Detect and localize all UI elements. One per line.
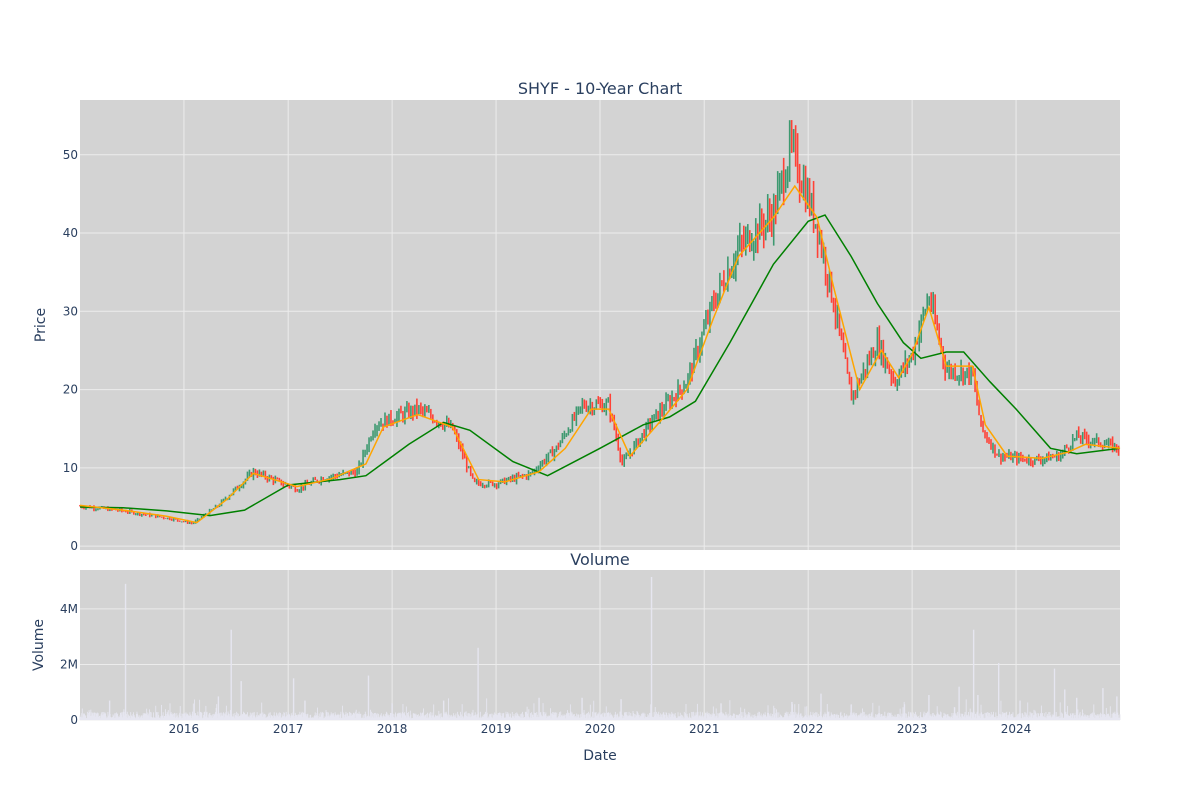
volume-x-ticks: 2016 2017 2018 2019 2020 2021 2022 2023 2024 xyxy=(169,722,1032,736)
price-chart-title: SHYF - 10-Year Chart xyxy=(518,79,682,98)
price-y-tick-label: 20 xyxy=(63,383,78,397)
price-y-tick-label: 0 xyxy=(70,539,78,553)
price-y-tick-label: 10 xyxy=(63,461,78,475)
x-tick-label: 2020 xyxy=(585,722,616,736)
x-tick-label: 2018 xyxy=(377,722,408,736)
x-tick-label: 2023 xyxy=(897,722,928,736)
price-y-tick-label: 40 xyxy=(63,226,78,240)
x-tick-label: 2022 xyxy=(793,722,824,736)
x-tick-label: 2021 xyxy=(689,722,720,736)
price-grid xyxy=(80,100,1120,550)
x-tick-label: 2019 xyxy=(481,722,512,736)
price-moving-averages xyxy=(79,184,1121,524)
volume-y-axis-label: Volume xyxy=(31,619,47,671)
price-y-tick-label: 50 xyxy=(63,148,78,162)
moving-average-fast-line xyxy=(79,184,1121,524)
volume-chart-title: Volume xyxy=(570,550,630,569)
x-tick-label: 2024 xyxy=(1001,722,1032,736)
moving-average-slow-line xyxy=(79,214,1121,517)
price-y-ticks: 0 10 20 30 40 50 xyxy=(63,148,78,553)
volume-bars xyxy=(79,576,1121,720)
volume-y-tick-label: 0 xyxy=(70,713,78,727)
x-tick-label: 2017 xyxy=(273,722,304,736)
price-y-axis-label: Price xyxy=(33,308,49,342)
volume-y-ticks: 0 2M 4M xyxy=(60,602,78,727)
volume-y-tick-label: 4M xyxy=(60,602,78,616)
volume-y-tick-label: 2M xyxy=(60,657,78,671)
x-axis-label: Date xyxy=(583,748,616,764)
price-y-tick-label: 30 xyxy=(63,304,78,318)
x-tick-label: 2016 xyxy=(169,722,200,736)
